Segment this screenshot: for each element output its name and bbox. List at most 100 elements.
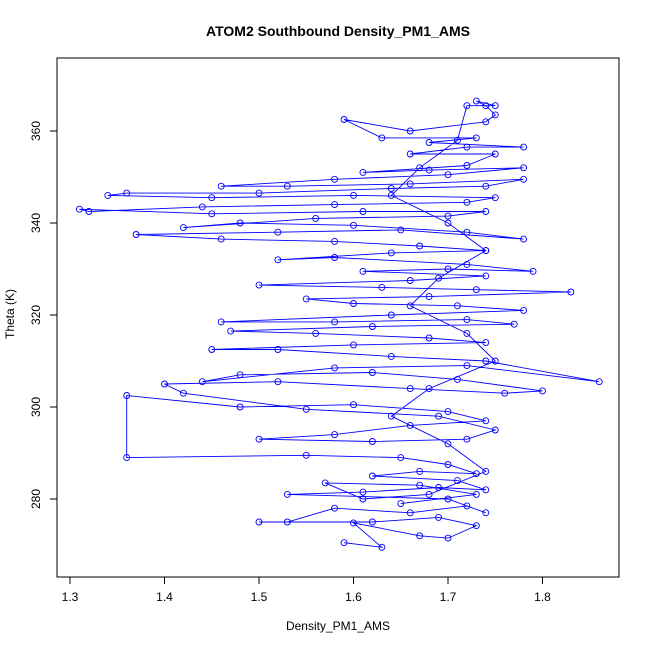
data-point xyxy=(482,509,490,517)
data-point xyxy=(75,205,83,213)
data-point xyxy=(425,385,433,393)
data-point xyxy=(482,208,490,215)
data-point xyxy=(520,306,528,314)
data-point xyxy=(454,302,461,310)
data-point xyxy=(454,375,461,383)
data-point xyxy=(444,408,452,416)
data-point xyxy=(491,102,499,110)
data-point xyxy=(435,513,442,521)
data-point xyxy=(425,166,433,174)
x-tick-label: 1.6 xyxy=(345,590,362,604)
data-point xyxy=(236,219,244,227)
data-point xyxy=(387,352,395,360)
data-point xyxy=(198,203,206,211)
data-point xyxy=(283,518,291,526)
data-point xyxy=(482,118,490,126)
data-point xyxy=(208,346,216,353)
data-point xyxy=(255,518,263,526)
data-point xyxy=(472,134,480,142)
data-point xyxy=(416,481,424,489)
y-tick-label: 340 xyxy=(29,213,43,233)
data-point xyxy=(435,412,442,420)
data-point xyxy=(387,311,395,319)
data-point xyxy=(435,484,442,491)
data-point xyxy=(463,260,471,268)
data-point xyxy=(472,97,480,105)
x-tick-label: 1.4 xyxy=(156,590,173,604)
data-point xyxy=(463,329,471,337)
data-point xyxy=(350,300,357,307)
data-point xyxy=(463,162,471,169)
data-point xyxy=(321,479,329,487)
data-point xyxy=(302,295,310,303)
data-point xyxy=(529,267,537,275)
data-point xyxy=(368,369,376,376)
data-point xyxy=(340,539,348,547)
data-point xyxy=(368,323,376,330)
data-point xyxy=(491,194,499,202)
data-point xyxy=(425,334,433,342)
data-point xyxy=(501,389,509,397)
data-point xyxy=(482,247,490,255)
data-point xyxy=(378,134,386,142)
data-point xyxy=(208,210,216,218)
data-point xyxy=(406,509,414,517)
data-point xyxy=(283,182,291,190)
data-point xyxy=(255,189,263,197)
data-point xyxy=(331,504,339,512)
data-point xyxy=(520,164,528,172)
data-point xyxy=(359,208,367,215)
data-point xyxy=(463,502,471,510)
data-point xyxy=(520,143,528,151)
data-point xyxy=(208,194,216,202)
data-point xyxy=(312,214,320,222)
data-point xyxy=(406,150,414,158)
data-point xyxy=(444,461,452,468)
data-point xyxy=(482,339,490,347)
data-point xyxy=(368,518,376,526)
data-point xyxy=(454,477,461,485)
data-point xyxy=(425,139,433,146)
data-point xyxy=(397,454,405,462)
data-point xyxy=(463,228,471,236)
x-tick-label: 1.5 xyxy=(251,590,268,604)
data-point xyxy=(217,182,225,190)
data-point xyxy=(510,320,518,328)
data-point xyxy=(482,417,490,425)
data-point xyxy=(472,470,480,478)
data-point xyxy=(236,371,244,379)
data-point xyxy=(350,519,357,527)
data-point xyxy=(520,235,528,243)
data-point xyxy=(454,136,461,144)
data-point xyxy=(416,242,424,250)
data-point xyxy=(444,212,452,220)
data-point xyxy=(472,490,480,498)
data-point xyxy=(482,272,490,280)
data-point xyxy=(179,224,187,232)
x-axis-label: Density_PM1_AMS xyxy=(286,619,390,633)
data-point xyxy=(331,201,339,209)
data-point xyxy=(359,168,367,176)
data-point xyxy=(132,231,140,238)
data-point xyxy=(359,267,367,275)
data-point xyxy=(331,175,339,183)
data-point xyxy=(463,198,471,206)
data-point xyxy=(491,357,499,365)
data-point xyxy=(283,490,291,498)
data-point xyxy=(444,171,452,179)
data-point xyxy=(463,143,471,151)
plot-content xyxy=(75,97,603,551)
data-point xyxy=(350,191,357,199)
data-point xyxy=(472,286,480,294)
data-point xyxy=(491,150,499,158)
data-point xyxy=(331,364,339,372)
data-point xyxy=(387,185,395,192)
data-point xyxy=(340,116,348,123)
data-point xyxy=(368,472,376,480)
data-point xyxy=(227,327,235,335)
data-point xyxy=(331,237,339,245)
data-point xyxy=(482,102,490,110)
x-tick-label: 1.3 xyxy=(62,590,79,604)
data-point xyxy=(331,254,339,261)
